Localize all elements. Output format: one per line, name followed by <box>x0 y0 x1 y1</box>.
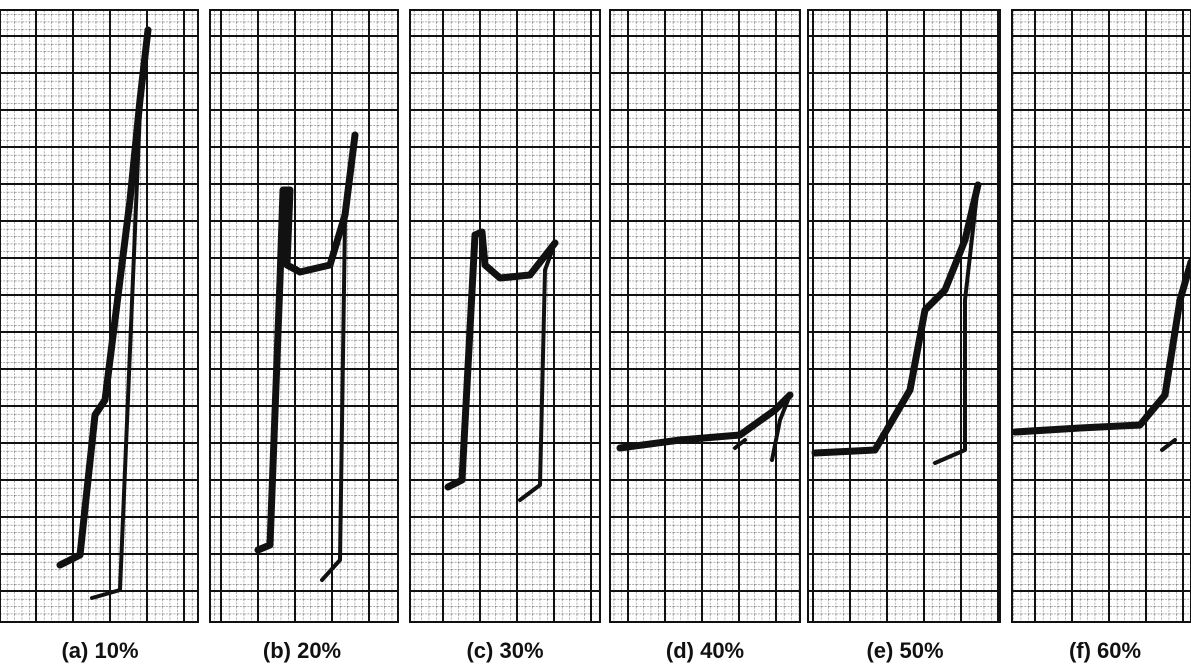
curve <box>320 133 357 582</box>
graph-paper <box>807 9 1001 623</box>
curve <box>90 28 150 600</box>
curve <box>616 391 794 452</box>
graph-paper <box>409 9 601 623</box>
labels: (a) 10% (b) 20% (c) 30% (d) 40% (e) 50% … <box>61 638 1141 663</box>
graph-paper <box>1011 9 1191 623</box>
curve <box>1160 438 1177 452</box>
grid-panels <box>0 9 1191 623</box>
panel-label: (a) 10% <box>61 638 138 663</box>
curve <box>518 241 557 502</box>
curve <box>444 228 559 491</box>
curves <box>56 26 1191 600</box>
curve <box>254 131 359 554</box>
graph-paper <box>209 9 399 623</box>
curve <box>933 183 980 465</box>
curve <box>1011 258 1191 436</box>
graph-paper <box>0 9 199 623</box>
panel-label: (b) 20% <box>263 638 341 663</box>
curve <box>811 181 982 457</box>
graph-paper <box>609 9 801 623</box>
panel-label: (c) 30% <box>466 638 543 663</box>
curve <box>733 393 792 462</box>
panel-label: (e) 50% <box>866 638 943 663</box>
panel-label: (f) 60% <box>1069 638 1141 663</box>
panel-label: (d) 40% <box>666 638 744 663</box>
